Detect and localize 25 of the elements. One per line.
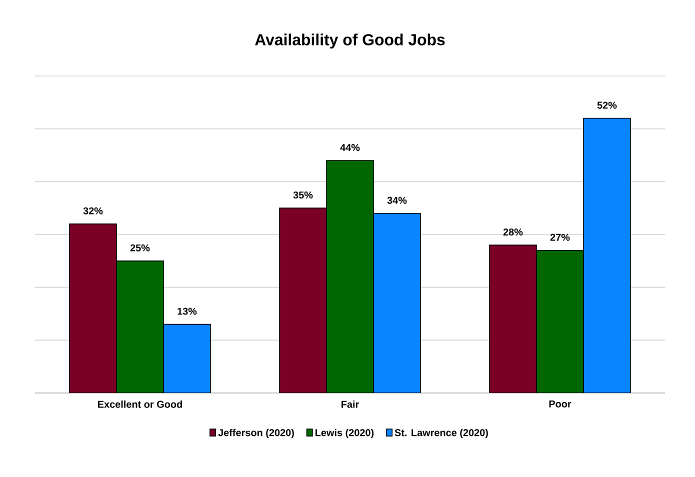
bar [69,224,117,393]
data-label: 32% [83,207,103,214]
legend-label: Lewis (2020) [316,428,374,438]
bar [489,244,537,393]
bar [373,212,421,393]
x-tick-label: Poor [549,400,572,408]
data-label: 27% [550,234,570,241]
legend-label: St. Lawrence (2020) [394,428,488,438]
x-tick-label: Fair [342,400,359,408]
bar [583,118,631,393]
data-label: 44% [340,144,360,152]
data-label: 34% [387,196,407,204]
bar [163,324,211,393]
data-label: 28% [503,228,523,236]
data-label: 35% [293,192,313,199]
x-tick-label: Excellent or Good [98,400,182,408]
legend-label: Jefferson (2020) [218,428,294,438]
bar [279,208,327,393]
data-label: 13% [178,308,197,315]
data-label: 25% [130,244,150,252]
data-label: 52% [597,102,617,109]
bar [536,250,584,393]
bar [116,260,164,393]
bar [326,160,374,393]
chart-title: Availability of Good Jobs [255,34,445,49]
